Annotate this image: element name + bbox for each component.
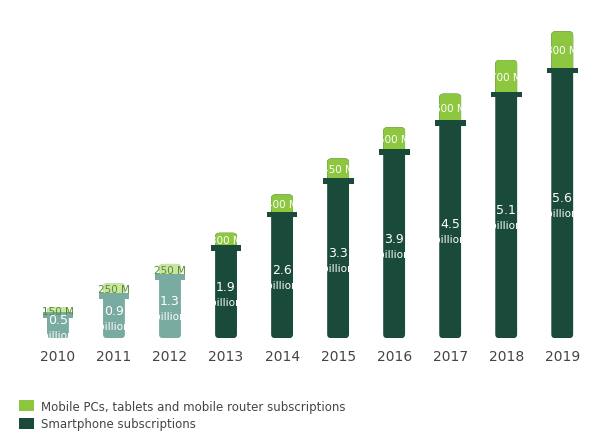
FancyBboxPatch shape [439, 95, 461, 123]
FancyBboxPatch shape [439, 95, 461, 339]
Text: 0.9: 0.9 [104, 304, 124, 317]
FancyBboxPatch shape [47, 307, 69, 315]
Text: 1.3: 1.3 [160, 294, 180, 307]
Text: 5.1: 5.1 [496, 204, 516, 217]
FancyBboxPatch shape [103, 283, 125, 296]
Text: 4.5: 4.5 [440, 218, 460, 231]
FancyBboxPatch shape [271, 195, 293, 214]
Text: billion: billion [210, 297, 242, 307]
Bar [379, 150, 410, 156]
FancyBboxPatch shape [383, 128, 405, 152]
Text: 600 M: 600 M [434, 104, 466, 114]
Text: billion: billion [434, 235, 466, 245]
Text: 0.5: 0.5 [48, 314, 68, 326]
Bar [435, 121, 466, 127]
FancyBboxPatch shape [159, 264, 181, 276]
Text: 3.3: 3.3 [328, 247, 348, 260]
Text: billion: billion [98, 321, 130, 331]
Bar [210, 246, 241, 251]
Bar [491, 92, 522, 98]
Bar [547, 69, 578, 74]
Text: 250 M: 250 M [98, 284, 130, 294]
Text: billion: billion [154, 311, 186, 321]
Bar [154, 274, 185, 280]
Text: 2.6: 2.6 [272, 263, 292, 276]
FancyBboxPatch shape [383, 128, 405, 339]
FancyBboxPatch shape [496, 61, 517, 339]
Text: 250 M: 250 M [154, 265, 186, 275]
FancyBboxPatch shape [551, 32, 573, 70]
FancyBboxPatch shape [103, 283, 125, 339]
Text: 150 M: 150 M [42, 306, 74, 316]
Text: billion: billion [491, 220, 522, 230]
Text: 300 M: 300 M [210, 235, 242, 245]
FancyBboxPatch shape [215, 233, 237, 247]
Bar [323, 179, 353, 184]
FancyBboxPatch shape [215, 233, 237, 339]
Text: billion: billion [378, 249, 410, 259]
Text: 700 M: 700 M [490, 72, 522, 82]
Text: billion: billion [547, 208, 578, 218]
Text: billion: billion [322, 263, 354, 273]
Text: 800 M: 800 M [547, 46, 578, 56]
Text: billion: billion [42, 330, 74, 340]
Text: 5.6: 5.6 [552, 191, 572, 204]
FancyBboxPatch shape [496, 61, 517, 95]
FancyBboxPatch shape [327, 159, 349, 181]
Text: 1.9: 1.9 [216, 280, 236, 293]
Bar [43, 312, 74, 319]
FancyBboxPatch shape [159, 264, 181, 339]
FancyBboxPatch shape [551, 32, 573, 339]
Text: 500 M: 500 M [378, 135, 410, 145]
Text: 400 M: 400 M [266, 200, 298, 210]
Text: 450 M: 450 M [322, 165, 354, 175]
Text: billion: billion [266, 280, 298, 290]
FancyBboxPatch shape [271, 195, 293, 339]
FancyBboxPatch shape [47, 307, 69, 339]
Legend: Mobile PCs, tablets and mobile router subscriptions, Smartphone subscriptions: Mobile PCs, tablets and mobile router su… [19, 400, 346, 430]
Text: 3.9: 3.9 [384, 232, 404, 245]
Bar [267, 212, 297, 218]
Bar [98, 293, 130, 299]
FancyBboxPatch shape [327, 159, 349, 339]
